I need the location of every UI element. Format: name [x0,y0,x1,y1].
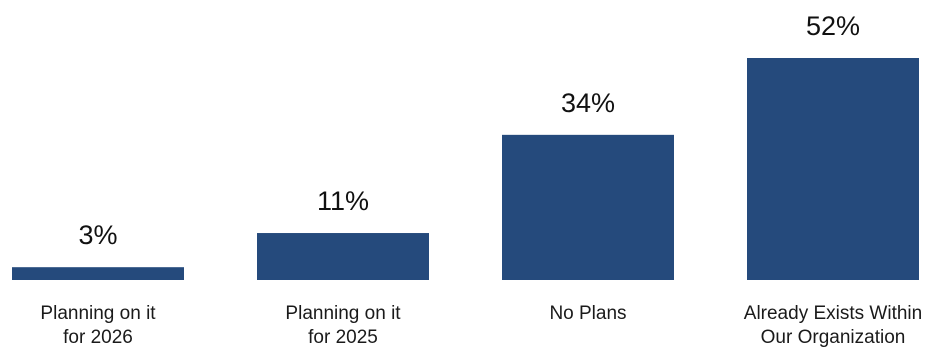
category-label-1-line-1: for 2025 [308,327,378,347]
category-label-0: Planning on it for 2026 [40,303,156,347]
value-label-2: 34% [561,88,615,118]
value-label-1: 11% [317,186,369,216]
category-label-1-line-0: Planning on it [285,303,401,324]
bar-0 [12,267,184,280]
bar-3 [747,58,919,280]
category-labels-group: Planning on it for 2026 Planning on it for … [40,303,922,347]
bar-2 [502,134,674,280]
category-label-3-line-0: Already Exists Within [744,303,922,324]
value-label-3: 52% [806,11,860,41]
category-label-3-line-1: Our Organization [761,327,906,347]
bar-1 [257,233,429,280]
category-label-3: Already Exists Within Our Organization [744,303,922,347]
category-label-2-line-0: No Plans [549,303,626,324]
value-labels-group: 3% 11% 34% 52% [78,11,860,250]
bars-group [12,58,919,280]
category-label-2: No Plans [549,303,626,324]
value-label-0: 3% [78,220,117,250]
category-label-1: Planning on it for 2025 [285,303,401,347]
category-label-0-line-0: Planning on it [40,303,156,324]
category-label-0-line-1: for 2026 [63,327,133,347]
